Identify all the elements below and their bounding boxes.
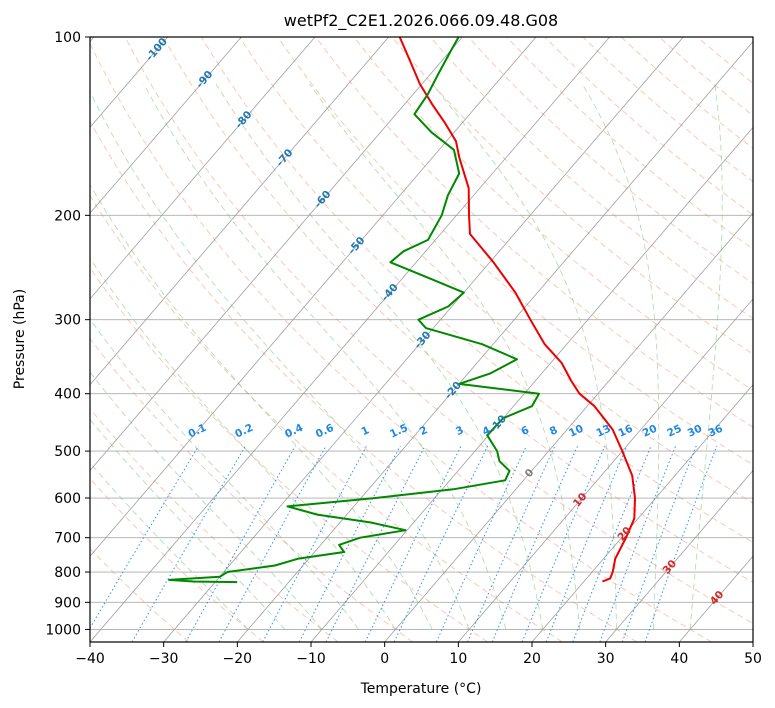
y-tick-label: 800: [54, 565, 81, 581]
mixing-ratio-label: 20: [641, 423, 659, 440]
plot-frame: [89, 36, 754, 643]
isotherm: [310, 126, 753, 642]
mixing-ratio-line: [621, 445, 697, 642]
dry-adiabat: [162, 37, 753, 583]
x-tick-label: 20: [523, 651, 541, 667]
mixing-ratio-line: [90, 445, 200, 630]
dry-adiabat: [620, 37, 753, 149]
isotherm: [163, 37, 684, 642]
dry-adiabat: [582, 37, 753, 182]
isotherm: [90, 37, 242, 214]
y-tick-label: 600: [54, 491, 81, 507]
dry-adiabat: [391, 37, 753, 355]
isotherm: [384, 212, 753, 642]
mixing-ratio-label: 10: [567, 423, 585, 440]
moist-adiabat: [90, 257, 396, 630]
isotherm: [90, 37, 610, 642]
mixing-ratio-line: [491, 445, 579, 642]
isotherm: [531, 384, 753, 642]
mixing-ratio-label: 8: [548, 424, 560, 438]
mixing-ratio-label: 2: [418, 424, 430, 438]
x-tick-label: 10: [449, 651, 467, 667]
mixing-ratio-label: 36: [706, 423, 724, 440]
y-tick-label: 100: [54, 30, 81, 46]
y-tick-label: 200: [54, 208, 81, 224]
dry-adiabat: [90, 194, 563, 642]
mixing-ratio-line: [644, 445, 718, 642]
x-axis: −40 −30 −20 −10 0 10 20 30 40 50: [75, 642, 762, 667]
dry-adiabat: [124, 37, 753, 624]
y-axis-title: Pressure (hPa): [12, 289, 28, 389]
mixing-ratio-label: 4: [481, 424, 493, 438]
dry-adiabat: [430, 37, 753, 319]
dry-adiabat: [90, 42, 712, 642]
x-tick-label: −20: [223, 651, 253, 667]
plot-background: [90, 37, 753, 642]
mixing-ratio-line: [298, 445, 401, 642]
isotherm: [90, 37, 537, 557]
y-tick-label: 400: [54, 387, 81, 403]
dry-adiabat: [544, 37, 753, 216]
mixing-ratio-line: [467, 445, 556, 642]
x-tick-label: −30: [149, 651, 179, 667]
moist-adiabat: [90, 90, 470, 630]
x-tick-label: −10: [296, 651, 326, 667]
chart-title: wetPf2_C2E1.2026.066.09.48.G08: [284, 11, 558, 31]
y-tick-label: 500: [54, 444, 81, 460]
x-tick-label: −40: [75, 651, 105, 667]
isotherm: [90, 37, 389, 386]
isotherm: [605, 469, 753, 642]
mixing-ratio-label: 16: [616, 423, 634, 440]
dry-adiabat: [90, 120, 638, 642]
mixing-ratio-line: [185, 445, 296, 642]
x-axis-title: Temperature (°C): [360, 681, 482, 697]
y-tick-label: 1000: [45, 622, 81, 638]
moist-adiabat: [581, 83, 660, 630]
mixing-ratio-line: [599, 445, 677, 642]
dry-adiabat: [90, 477, 264, 642]
isotherm: [90, 37, 316, 300]
mixing-ratio-label: 30: [686, 423, 704, 440]
dry-adiabat: [277, 37, 753, 466]
series-layer: [168, 37, 636, 584]
series-line-dewpoint: [168, 37, 540, 584]
dry-adiabat: [353, 37, 753, 391]
y-tick-label: 900: [54, 595, 81, 611]
y-tick-label: 700: [54, 531, 81, 547]
mixing-ratio-line: [218, 445, 327, 642]
moist-adiabat: [143, 83, 507, 630]
isotherm: [90, 37, 463, 472]
moist-adiabat: [90, 184, 433, 630]
background-lines: [90, 37, 753, 642]
y-axis: 100 200 300 400 500 600 700 800 900 1000: [45, 30, 90, 638]
mixing-ratio-label: 6: [519, 424, 531, 438]
y-tick-label: 300: [54, 313, 81, 329]
moist-adiabat: [90, 371, 323, 630]
mixing-ratio-label: 1: [359, 424, 371, 438]
series-line-temperature: [398, 37, 636, 583]
mixing-ratio-label: 25: [665, 423, 683, 440]
mixing-ratio-label: 13: [594, 423, 612, 440]
x-tick-label: 0: [380, 651, 389, 667]
mixing-ratio-line: [325, 445, 426, 642]
mixing-ratio-label: 3: [454, 424, 466, 438]
mixing-ratio-line: [393, 445, 489, 642]
moist-adiabat: [309, 83, 581, 630]
moist-adiabat: [432, 83, 617, 630]
isotherm: [752, 641, 753, 642]
x-tick-label: 30: [597, 651, 615, 667]
x-tick-label: 40: [670, 651, 688, 667]
isotherm: [237, 41, 753, 642]
x-tick-label: 50: [744, 651, 762, 667]
isotherm: [458, 298, 753, 642]
moist-adiabat: [90, 418, 286, 630]
moist-adiabat: [689, 83, 723, 630]
